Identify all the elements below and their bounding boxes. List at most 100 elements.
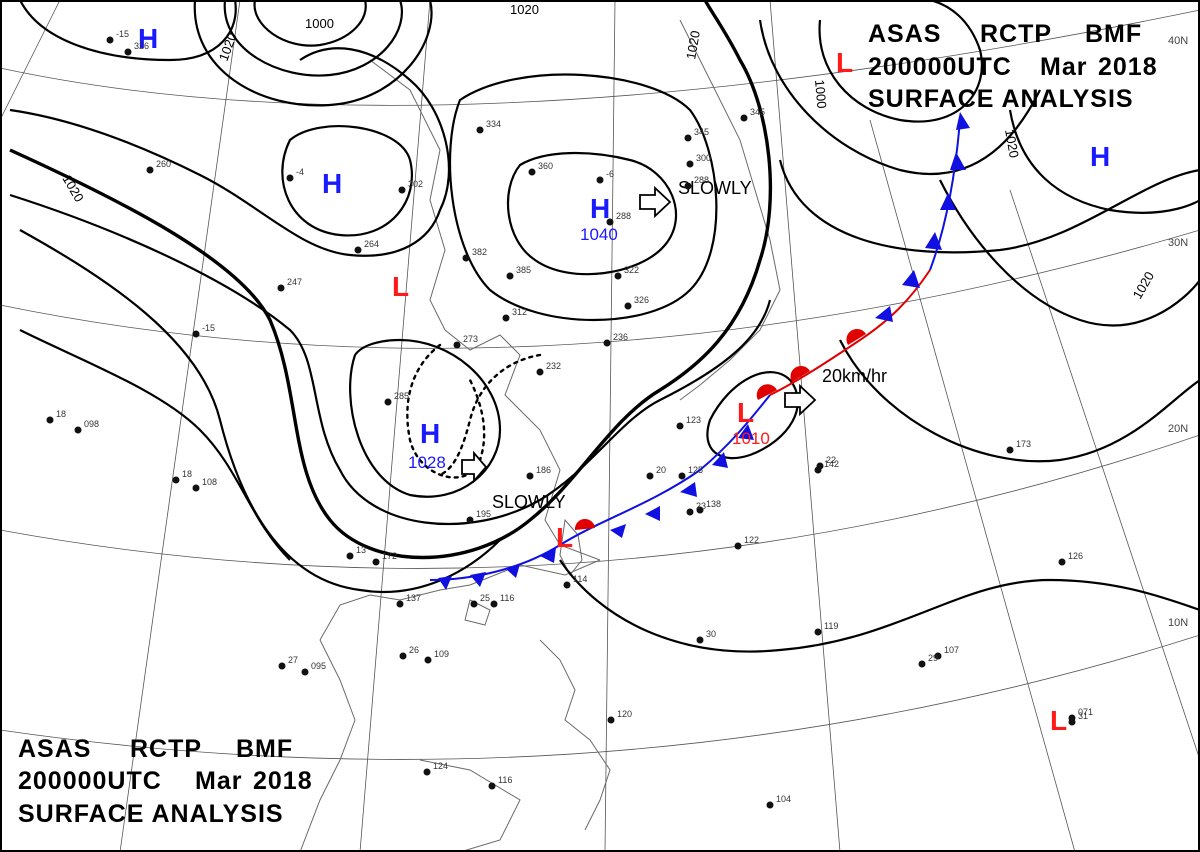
station-marker	[563, 581, 571, 589]
pressure-centers: H H H 1040 H L H 1028 L L 1010 L L	[138, 23, 1110, 736]
trough-east	[438, 353, 542, 477]
station-value: 326	[134, 41, 149, 51]
station-value: 345	[750, 107, 765, 117]
station-marker	[396, 600, 404, 608]
station-value: 104	[776, 794, 791, 804]
station-marker	[678, 472, 686, 480]
station-value: 260	[156, 159, 171, 169]
station-value: 071	[1078, 707, 1093, 717]
isobar-1028-loop	[349, 338, 502, 498]
station-marker	[192, 484, 200, 492]
motion-arrow-1010	[784, 383, 817, 417]
station-marker	[1058, 558, 1066, 566]
title-bottom-line2-c: 2018	[253, 767, 313, 795]
station-marker	[606, 218, 614, 226]
isobar-label: 1020	[510, 2, 539, 17]
title-bottom-line1-b: RCTP	[130, 735, 202, 763]
station-marker	[536, 368, 544, 376]
station-marker	[424, 656, 432, 664]
warm-front-line	[769, 269, 931, 396]
station-marker	[301, 668, 309, 676]
coast-philippines	[539, 639, 611, 831]
station-marker	[740, 114, 748, 122]
title-top-line3: SURFACE ANALYSIS	[868, 85, 1134, 113]
title-block-top: ASAS RCTP BMF 200000UTC Mar 2018 SURFACE…	[868, 20, 1157, 113]
cold-front-marker	[645, 506, 660, 521]
station-value: 20	[656, 465, 666, 475]
station-marker	[596, 176, 604, 184]
station-marker	[1068, 718, 1076, 726]
station-value: 29	[928, 653, 938, 663]
motion-arrows	[461, 185, 817, 484]
station-marker	[1006, 446, 1014, 454]
latitude-labels: 40N 30N 20N 10N	[1168, 35, 1188, 629]
station-marker	[462, 254, 470, 262]
low-center-1010: L	[737, 397, 754, 428]
station-value: 288	[616, 211, 631, 221]
station-marker	[476, 126, 484, 134]
station-marker	[502, 314, 510, 322]
cold-front-marker	[738, 424, 754, 440]
isobar-nw-low-outer	[193, 0, 433, 107]
station-marker	[346, 552, 354, 560]
station-value: 288	[694, 175, 709, 185]
station-marker	[918, 660, 926, 668]
station-marker	[453, 341, 461, 349]
station-observations: -15 326 264 260 -4 302 334 345 360 288 300 -6 288 382…	[46, 29, 1093, 809]
isobar-ne-outer	[758, 19, 1041, 176]
lat-label-10n: 10N	[1168, 617, 1188, 629]
station-marker	[734, 542, 742, 550]
cold-front-line	[429, 394, 771, 581]
station-marker	[277, 284, 285, 292]
title-bottom-line2-b: Mar	[195, 767, 242, 795]
station-marker	[398, 186, 406, 194]
title-top-line1-a: ASAS	[868, 20, 941, 48]
motion-labels: SLOWLY SLOWLY 20km/hr	[492, 178, 887, 512]
station-marker	[74, 426, 82, 434]
station-value: 120	[617, 709, 632, 719]
station-marker	[172, 476, 180, 484]
trough-west	[406, 343, 486, 479]
station-value: -15	[202, 323, 215, 333]
isobar-east-south	[839, 339, 1200, 463]
isobar-central-1020	[9, 47, 451, 257]
station-value: -6	[606, 169, 614, 179]
coast-taiwan	[559, 518, 583, 576]
station-value: 098	[84, 419, 99, 429]
station-value: 107	[944, 645, 959, 655]
motion-arrow-1040	[639, 185, 672, 219]
high-center-east: H	[1090, 141, 1110, 172]
isobar-east-big	[778, 159, 1200, 254]
station-value: 126	[1068, 551, 1083, 561]
lat-label-20n: 20N	[1168, 423, 1188, 435]
isobar-h-west-loop	[281, 125, 413, 237]
station-marker	[278, 662, 286, 670]
station-marker	[684, 182, 692, 190]
warm-front-marker	[756, 384, 777, 400]
cold-front-marker	[902, 270, 920, 288]
isobar-label: 1020	[683, 29, 703, 60]
cold-front-marker	[712, 452, 728, 468]
title-top-line2-b: Mar	[1040, 53, 1087, 81]
cold-front-marker	[540, 548, 556, 563]
station-value: 31	[1078, 711, 1088, 721]
isobar-label: 1020	[1002, 128, 1022, 159]
station-value: 322	[624, 265, 639, 275]
title-bottom-line1-c: BMF	[236, 735, 293, 763]
station-value: 114	[573, 574, 587, 584]
station-marker	[488, 782, 496, 790]
isobar-ne-low-ring	[818, 0, 983, 123]
station-marker	[470, 600, 478, 608]
cold-front-marker	[680, 482, 697, 497]
station-value: -15	[116, 29, 129, 39]
station-marker	[816, 462, 824, 470]
station-value: 300	[696, 153, 711, 163]
station-marker	[614, 272, 622, 280]
title-top-line2-a: 200000UTC	[868, 53, 1012, 81]
station-marker	[696, 506, 704, 514]
low-center-ne: L	[836, 47, 853, 78]
low-center-1010-value: 1010	[732, 429, 770, 448]
high-center-nw: H	[138, 23, 158, 54]
title-top-line1-c: BMF	[1085, 20, 1142, 48]
station-value: 30	[706, 629, 716, 639]
